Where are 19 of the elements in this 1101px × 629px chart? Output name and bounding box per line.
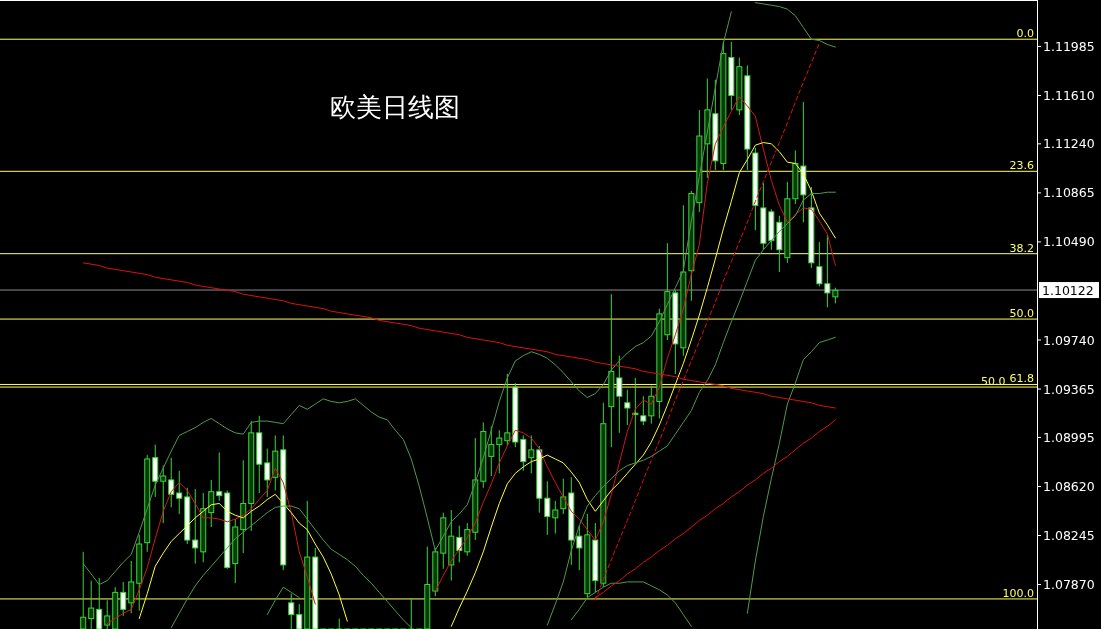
annotation: 100.0 [1002,586,1034,600]
y-tick-label: 1.08995 [1043,429,1095,445]
ref-line-label: 1.10122 [1042,282,1094,298]
y-tick-label: 1.09365 [1043,381,1095,397]
y-tick-label: 1.11985 [1043,38,1095,54]
y-tick-label: 1.11240 [1043,136,1095,152]
y-tick-label: 1.10490 [1043,234,1095,250]
y-tick-label: 1.11610 [1043,87,1095,103]
annotation: 0.0 [1016,27,1034,41]
annotation: 38.2 [1009,241,1034,255]
annotation: 61.8 [1009,372,1034,386]
y-tick-label: 1.10865 [1043,185,1095,201]
y-tick-label: 1.07870 [1043,577,1095,593]
annotation: 50.0 [1009,307,1034,321]
y-tick-label: 1.08620 [1043,478,1095,494]
text: 欧美日线图 [330,92,460,122]
y-tick-label: 1.08245 [1043,528,1095,543]
annotation: 23.6 [1009,159,1034,173]
y-tick-label: 1.09740 [1043,332,1095,348]
